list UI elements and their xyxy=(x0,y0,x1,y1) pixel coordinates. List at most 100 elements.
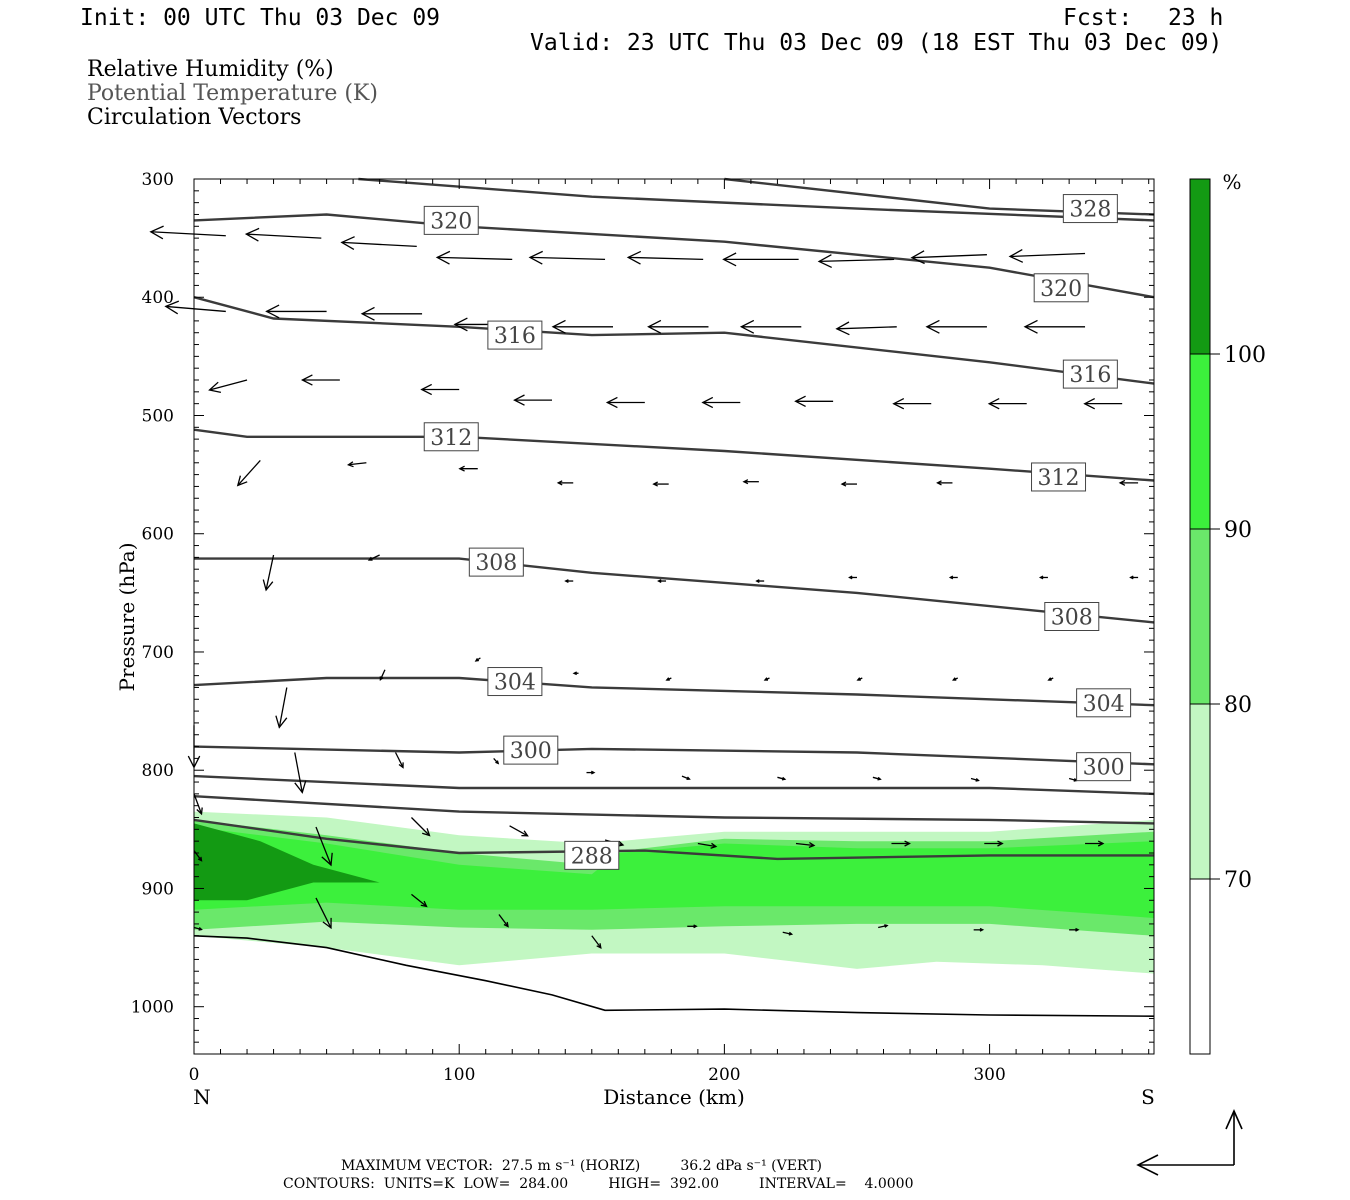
vector-head xyxy=(198,927,203,931)
vector-shaft xyxy=(509,825,528,837)
y-tick-label: 1000 xyxy=(131,998,174,1018)
vector-shaft xyxy=(394,752,404,768)
circulation-vector xyxy=(410,817,431,837)
circulation-vector xyxy=(739,319,802,334)
vector-head xyxy=(892,398,905,410)
vector-head xyxy=(164,300,180,315)
vector-shaft xyxy=(294,752,303,793)
contour-label-box xyxy=(1076,688,1132,718)
vector-shaft xyxy=(278,687,288,728)
contour-label-box xyxy=(423,205,479,235)
vector-head xyxy=(453,317,468,332)
contour-label-text: 308 xyxy=(475,551,517,576)
vector-head xyxy=(657,579,662,583)
circulation-vector xyxy=(892,398,932,410)
contour-label-text: 300 xyxy=(510,739,552,764)
circulation-vector xyxy=(657,579,667,583)
contour-label-text: 320 xyxy=(1040,277,1082,302)
vector-head xyxy=(244,227,260,242)
colorbar-unit: % xyxy=(1222,170,1241,194)
vector-head xyxy=(474,657,479,662)
vector-head xyxy=(1097,840,1105,847)
circulation-vector xyxy=(794,395,834,407)
circulation-vector xyxy=(1069,927,1080,932)
colorbar-segment xyxy=(1190,879,1210,1054)
theta-contour-312 xyxy=(193,428,1155,482)
vector-head xyxy=(379,676,384,682)
contour-label-text: 316 xyxy=(494,324,536,349)
circulation-vector xyxy=(1083,398,1123,410)
circulation-vector xyxy=(681,775,691,781)
colorbar-frame xyxy=(1189,178,1211,1055)
circulation-vector xyxy=(294,752,307,794)
colorbar-tick-label: 90 xyxy=(1224,518,1252,543)
vector-shaft xyxy=(265,554,275,591)
vector-head xyxy=(1129,575,1134,580)
circulation-vector xyxy=(315,897,332,930)
circulation-vector xyxy=(701,396,741,409)
vector-head xyxy=(835,321,850,336)
vector-shaft xyxy=(348,462,367,466)
forecast-hour: 23 h xyxy=(1168,5,1224,31)
vector-head xyxy=(686,776,691,781)
vector-head xyxy=(360,306,375,321)
vector-head xyxy=(294,780,307,794)
axes: 300 400 500 600 700 800 900 1000 0 100 200 300 xyxy=(131,170,1154,1085)
south-endpoint-label: S xyxy=(1141,1085,1155,1109)
circulation-vector xyxy=(652,481,669,487)
x-tick-label: 100 xyxy=(443,1065,475,1085)
contour-label: 304 xyxy=(487,667,543,697)
vector-shaft xyxy=(795,842,815,847)
x-axis-label: Distance (km) xyxy=(603,1085,745,1109)
x-tick-label: 200 xyxy=(708,1065,740,1085)
vector-shaft xyxy=(819,258,895,263)
vector-head xyxy=(848,575,853,580)
circulation-vector xyxy=(193,850,203,862)
vector-head xyxy=(196,807,203,816)
vector-head xyxy=(936,480,942,486)
vector-shaft xyxy=(1010,252,1086,258)
circulation-vector xyxy=(1008,249,1086,263)
contour-label-box xyxy=(564,840,620,870)
circulation-vector xyxy=(848,575,857,580)
circulation-vector xyxy=(591,935,602,949)
vector-shaft xyxy=(315,897,332,929)
theta-contour-320 xyxy=(193,213,1155,299)
vector-shaft xyxy=(150,231,226,237)
circulation-vector xyxy=(763,677,770,681)
vector-shaft xyxy=(697,842,716,848)
circulation-vector xyxy=(1129,575,1139,580)
theta-contour-308 xyxy=(194,557,1155,624)
circulation-vector xyxy=(435,250,513,265)
circulation-vector xyxy=(951,677,959,681)
vector-head xyxy=(551,319,566,334)
circulation-vector xyxy=(1118,479,1139,486)
vector-head xyxy=(605,396,618,409)
contour-label-box xyxy=(487,667,543,697)
circulation-vector xyxy=(697,842,718,849)
circulation-vector xyxy=(262,554,275,592)
vector-shaft xyxy=(411,893,427,907)
circulation-vector xyxy=(1047,677,1054,681)
potential-temperature-contours xyxy=(193,177,1155,861)
contour-label-box xyxy=(423,422,479,452)
vector-head xyxy=(840,481,847,487)
contour-label-box xyxy=(503,735,559,765)
vector-head xyxy=(1047,677,1052,681)
vector-head xyxy=(398,762,404,769)
vector-head xyxy=(556,480,563,486)
vector-shaft xyxy=(368,554,380,561)
vector-head xyxy=(701,396,714,409)
vector-head xyxy=(910,250,925,265)
vector-head xyxy=(817,254,832,268)
y-tick-label: 500 xyxy=(142,406,174,426)
vector-head xyxy=(1075,927,1080,932)
valid-time: Valid: 23 UTC Thu 03 Dec 09 (18 EST Thu … xyxy=(530,30,1223,56)
vector-head xyxy=(975,778,980,782)
circulation-vector xyxy=(925,319,987,334)
vector-head xyxy=(1118,479,1126,486)
vector-head xyxy=(420,900,428,908)
colorbar-segment xyxy=(1190,179,1210,354)
contour-label: 320 xyxy=(423,205,479,235)
vector-head xyxy=(617,840,625,847)
